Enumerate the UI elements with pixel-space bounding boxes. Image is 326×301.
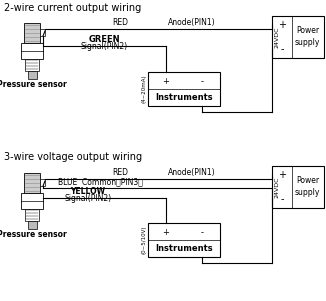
Text: Anode(PIN1): Anode(PIN1) (168, 18, 216, 27)
Text: Power: Power (296, 26, 319, 35)
Bar (148, 223, 220, 257)
Text: +: + (278, 170, 286, 180)
Bar (24, 173, 40, 193)
Bar (25, 209, 39, 221)
Text: -: - (200, 228, 203, 237)
Text: Pressure sensor: Pressure sensor (0, 230, 67, 239)
Bar (272, 16, 324, 58)
Text: +: + (163, 77, 170, 86)
Bar (40, 29, 45, 36)
Text: -: - (280, 194, 284, 204)
Text: -: - (280, 44, 284, 54)
Text: Signal(PIN2): Signal(PIN2) (65, 194, 111, 203)
Text: Instruments: Instruments (155, 93, 213, 102)
Bar (272, 166, 324, 208)
Text: Pressure sensor: Pressure sensor (0, 80, 67, 89)
Text: (4~20mA): (4~20mA) (141, 75, 146, 103)
Text: Signal(PIN2): Signal(PIN2) (81, 42, 127, 51)
Bar (40, 179, 45, 186)
Text: Instruments: Instruments (155, 244, 213, 253)
Bar (21, 43, 43, 59)
Bar (24, 23, 40, 43)
Text: 24VDC: 24VDC (275, 176, 280, 198)
Bar (27, 221, 37, 229)
Text: +: + (163, 228, 170, 237)
Text: 3-wire voltage output wiring: 3-wire voltage output wiring (4, 152, 142, 162)
Text: RED: RED (112, 168, 128, 177)
Text: RED: RED (112, 18, 128, 27)
Text: Power: Power (296, 176, 319, 185)
Text: BLUE  Common（PIN3）: BLUE Common（PIN3） (58, 177, 142, 186)
Text: 24VDC: 24VDC (275, 26, 280, 48)
Text: (0~5/10V): (0~5/10V) (141, 226, 146, 254)
Text: Anode(PIN1): Anode(PIN1) (168, 168, 216, 177)
Text: supply: supply (295, 38, 320, 47)
Bar (27, 71, 37, 79)
Text: +: + (278, 20, 286, 30)
Text: supply: supply (295, 188, 320, 197)
Bar (148, 72, 220, 106)
Bar (21, 193, 43, 209)
Text: -: - (200, 77, 203, 86)
Text: GREEN: GREEN (88, 35, 120, 44)
Bar (25, 59, 39, 71)
Text: YELLOW: YELLOW (70, 187, 106, 196)
Text: 2-wire current output wiring: 2-wire current output wiring (4, 3, 141, 13)
